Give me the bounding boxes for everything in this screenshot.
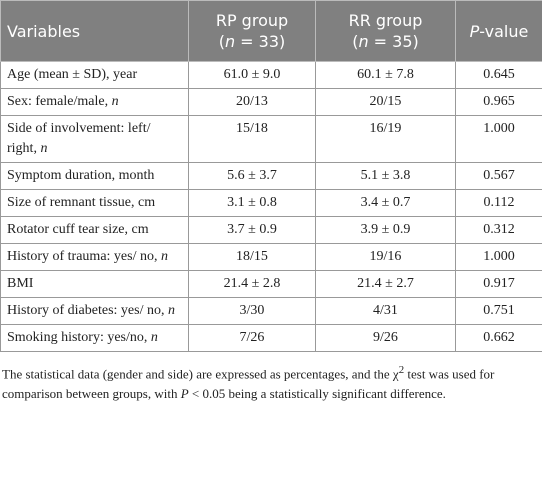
text-run: ( xyxy=(218,32,225,51)
table: Variables RP group (n = 33) RR group (n = 35… xyxy=(0,0,542,352)
value-cell: 7/26 xyxy=(188,324,316,352)
value-cell: 20/13 xyxy=(188,88,316,116)
table-row: Sex: female/male, n 20/13 20/15 0.965 xyxy=(0,88,542,116)
value-cell: 0.645 xyxy=(455,61,542,89)
value-cell: 3/30 xyxy=(188,297,316,325)
value-cell: 0.112 xyxy=(455,189,542,217)
value-cell: 1.000 xyxy=(455,243,542,271)
variable-cell: History of diabetes: yes/ no, n xyxy=(0,297,189,325)
text-run: Sex: female/male, xyxy=(7,94,112,109)
text-run: Symptom duration, month xyxy=(7,168,155,183)
variable-cell: History of trauma: yes/ no, n xyxy=(0,243,189,271)
value-cell: 60.1 ± 7.8 xyxy=(315,61,456,89)
table-row: Age (mean ± SD), year 61.0 ± 9.0 60.1 ± 7.… xyxy=(0,61,542,89)
text-run: ( xyxy=(352,32,359,51)
value-cell: 0.917 xyxy=(455,270,542,298)
text-run: RP group xyxy=(215,11,289,30)
text-run: n xyxy=(111,94,119,109)
text-run: -value xyxy=(479,21,529,41)
value-cell: 4/31 xyxy=(315,297,456,325)
variable-cell: Smoking history: yes/no, n xyxy=(0,324,189,352)
value-cell: 1.000 xyxy=(455,115,542,163)
value-cell: 21.4 ± 2.8 xyxy=(188,270,316,298)
value-cell: 61.0 ± 9.0 xyxy=(188,61,316,89)
value-cell: 0.662 xyxy=(455,324,542,352)
text-run: n xyxy=(358,32,369,51)
text-run: n xyxy=(150,330,158,345)
value-cell: 20/15 xyxy=(315,88,456,116)
table-row: Size of remnant tissue, cm 3.1 ± 0.8 3.4 ±… xyxy=(0,189,542,217)
header-row: Variables RP group (n = 33) RR group (n = 35… xyxy=(0,0,542,62)
variable-cell: Side of involvement: left/ right, n xyxy=(0,115,189,163)
text-run: P xyxy=(180,386,189,402)
text-run: Variables xyxy=(7,21,81,41)
table-row: Symptom duration, month 5.6 ± 3.7 5.1 ± 3.… xyxy=(0,162,542,190)
footnote: The statistical data (gender and side) a… xyxy=(0,352,542,404)
text-run: Age (mean ± SD), year xyxy=(7,67,138,82)
table-row: Side of involvement: left/ right, n 15/18… xyxy=(0,115,542,163)
text-run: n xyxy=(167,303,175,318)
value-cell: 0.965 xyxy=(455,88,542,116)
table-row: BMI 21.4 ± 2.8 21.4 ± 2.7 0.917 xyxy=(0,270,542,298)
text-run: n xyxy=(40,141,48,156)
header-cell: P-value xyxy=(455,0,542,62)
value-cell: 0.751 xyxy=(455,297,542,325)
text-run: Smoking history: yes/no, xyxy=(7,330,151,345)
text-run: P xyxy=(469,21,480,41)
value-cell: 18/15 xyxy=(188,243,316,271)
text-run: n xyxy=(224,32,236,51)
text-run: RR group xyxy=(348,11,423,30)
table-row: Rotator cuff tear size, cm 3.7 ± 0.9 3.9 ±… xyxy=(0,216,542,244)
text-run: Rotator cuff tear size, cm xyxy=(7,222,149,237)
value-cell: 16/19 xyxy=(315,115,456,163)
header-cell: RP group (n = 33) xyxy=(188,0,316,62)
text-run: Side of involvement: left/ right, xyxy=(7,121,151,156)
table-row: History of trauma: yes/ no, n 18/15 19/16 1… xyxy=(0,243,542,271)
text-run: χ xyxy=(392,366,399,382)
variable-cell: Sex: female/male, n xyxy=(0,88,189,116)
text-run: History of trauma: yes/ no, xyxy=(7,249,161,264)
value-cell: 19/16 xyxy=(315,243,456,271)
text-run: = 33) xyxy=(235,32,286,51)
variable-cell: BMI xyxy=(0,270,189,298)
variable-cell: Rotator cuff tear size, cm xyxy=(0,216,189,244)
value-cell: 9/26 xyxy=(315,324,456,352)
value-cell: 5.6 ± 3.7 xyxy=(188,162,316,190)
value-cell: 0.312 xyxy=(455,216,542,244)
value-cell: 21.4 ± 2.7 xyxy=(315,270,456,298)
text-run: = 35) xyxy=(368,32,419,51)
value-cell: 5.1 ± 3.8 xyxy=(315,162,456,190)
value-cell: 15/18 xyxy=(188,115,316,163)
value-cell: 3.1 ± 0.8 xyxy=(188,189,316,217)
text-run: 2 xyxy=(398,364,405,376)
variable-cell: Symptom duration, month xyxy=(0,162,189,190)
header-cell: Variables xyxy=(0,0,189,62)
text-run: History of diabetes: yes/ no, xyxy=(7,303,168,318)
table-row: History of diabetes: yes/ no, n 3/30 4/31 0… xyxy=(0,297,542,325)
text-run: BMI xyxy=(7,276,34,291)
text-run: Size of remnant tissue, cm xyxy=(7,195,156,210)
variable-cell: Age (mean ± SD), year xyxy=(0,61,189,89)
value-cell: 3.9 ± 0.9 xyxy=(315,216,456,244)
value-cell: 0.567 xyxy=(455,162,542,190)
text-run: n xyxy=(160,249,168,264)
table-row: Smoking history: yes/no, n 7/26 9/26 0.662 xyxy=(0,324,542,352)
value-cell: 3.4 ± 0.7 xyxy=(315,189,456,217)
text-run: test was used for comparison between gro… xyxy=(2,366,495,402)
header-cell: RR group (n = 35) xyxy=(315,0,456,62)
text-run: < 0.05 being a statistically significant… xyxy=(188,386,446,402)
variable-cell: Size of remnant tissue, cm xyxy=(0,189,189,217)
value-cell: 3.7 ± 0.9 xyxy=(188,216,316,244)
text-run: The statistical data (gender and side) a… xyxy=(2,366,393,382)
